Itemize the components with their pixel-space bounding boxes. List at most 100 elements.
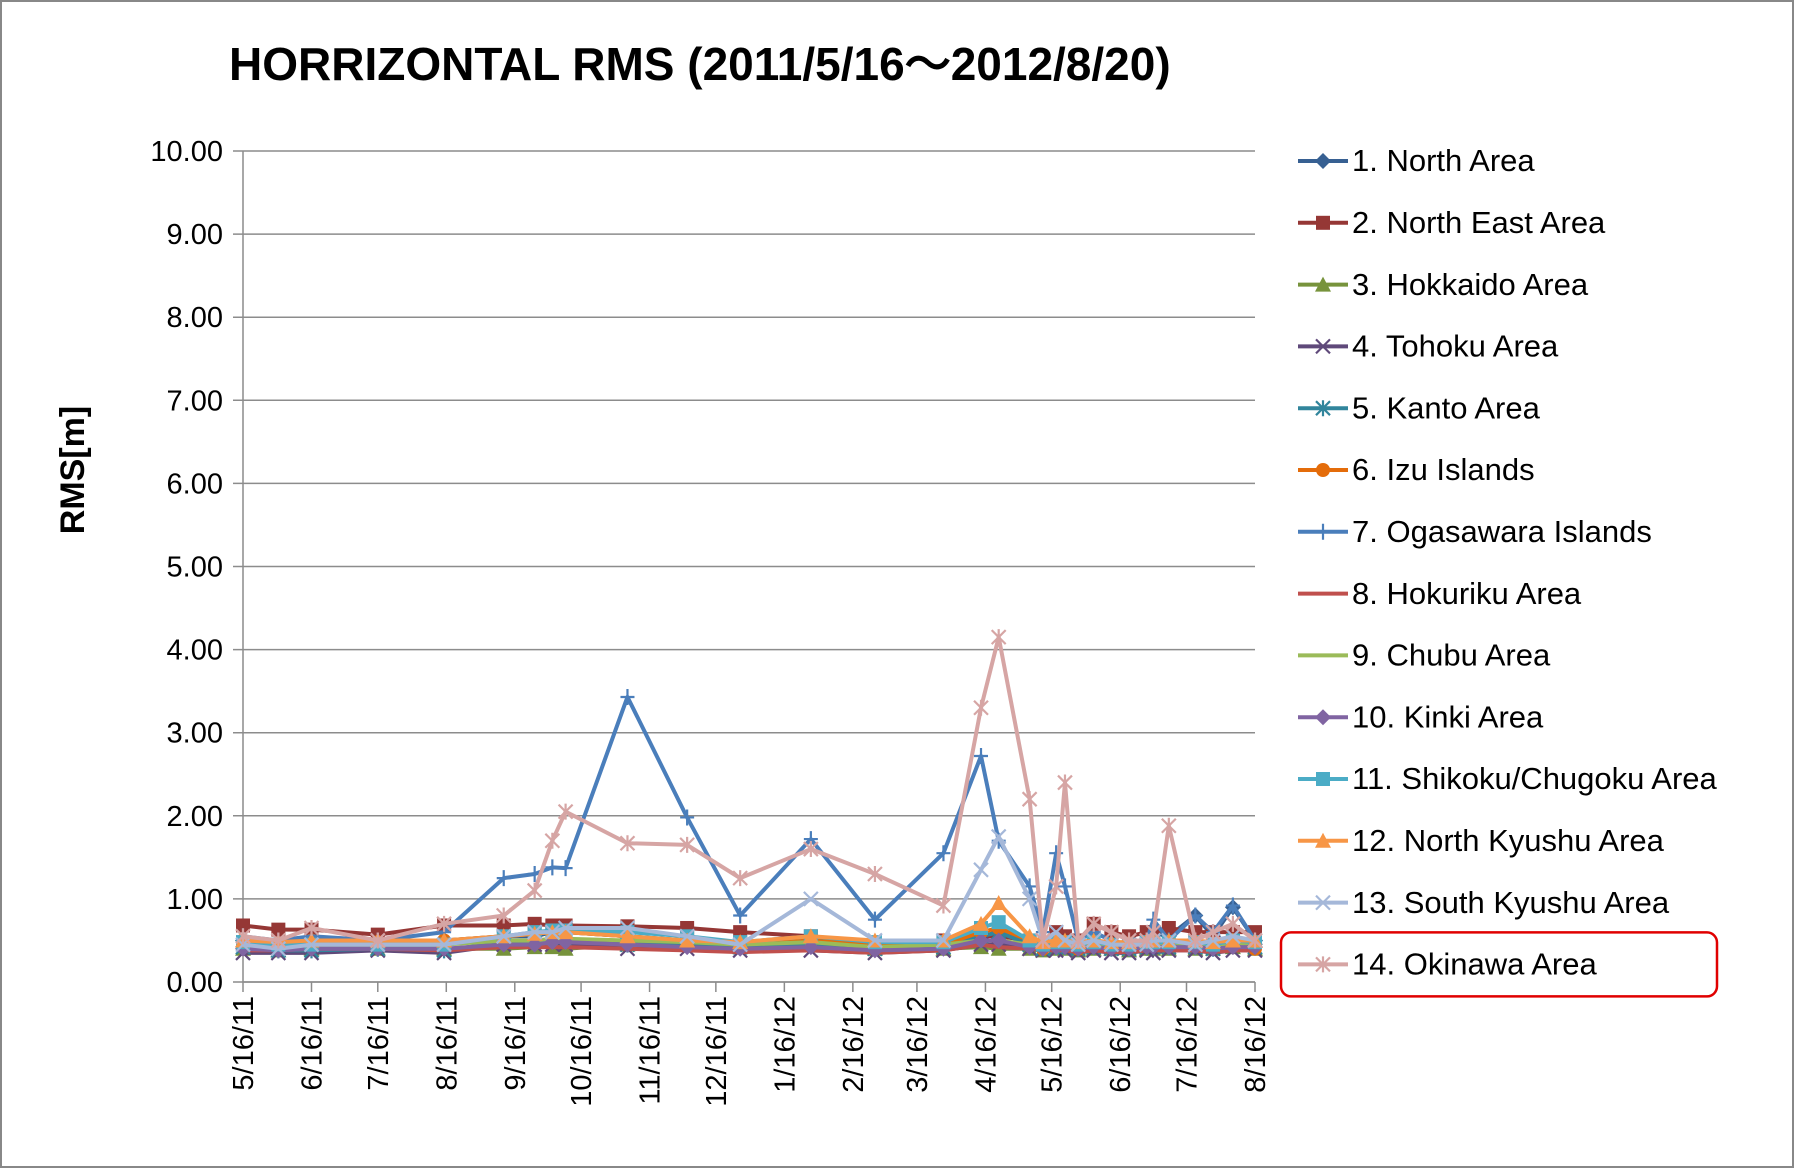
marker (436, 915, 452, 932)
marker (1225, 897, 1240, 914)
marker (1315, 709, 1331, 726)
marker (557, 920, 574, 936)
x-tick-label: 11/16/11 (635, 996, 667, 1105)
marker (1161, 932, 1177, 949)
marker (1316, 523, 1330, 540)
marker (990, 629, 1007, 646)
marker (496, 870, 511, 887)
marker (679, 836, 695, 853)
marker (1103, 936, 1120, 953)
marker (680, 809, 695, 826)
marker (679, 932, 696, 948)
marker (973, 915, 990, 931)
marker (802, 928, 819, 944)
marker (1315, 956, 1331, 973)
marker (303, 936, 320, 953)
legend-label: 6. Izu Islands (1352, 452, 1535, 487)
x-tick-label: 9/16/11 (500, 996, 532, 1091)
chart-title: HORRIZONTAL RMS (2011/5/16～2012/8/20) (229, 38, 1171, 90)
marker (1085, 915, 1102, 932)
marker (1315, 276, 1331, 292)
legend-label: 9. Chubu Area (1352, 638, 1551, 673)
marker (867, 932, 883, 949)
x-tick-label: 1/16/12 (769, 996, 801, 1093)
marker (1021, 891, 1038, 907)
marker (557, 924, 574, 940)
marker (619, 928, 636, 944)
x-tick-label: 8/16/12 (1240, 996, 1272, 1093)
y-tick-label: 8.00 (167, 302, 223, 334)
marker (544, 832, 561, 849)
marker (935, 932, 952, 949)
marker (990, 828, 1007, 845)
marker (1057, 774, 1073, 791)
marker (1187, 932, 1204, 949)
y-tick-label: 9.00 (167, 219, 223, 251)
x-tick-label: 2/16/12 (838, 996, 870, 1093)
marker (495, 907, 512, 924)
marker (1316, 463, 1330, 477)
x-tick-label: 5/16/11 (228, 996, 260, 1091)
marker (271, 922, 286, 937)
marker (732, 870, 748, 887)
marker (526, 924, 543, 940)
y-tick-label: 6.00 (167, 468, 223, 500)
marker (974, 747, 989, 764)
marker (973, 862, 989, 878)
marker (867, 865, 883, 882)
marker (1225, 928, 1241, 945)
y-tick-label: 10.00 (150, 136, 223, 168)
marker (526, 882, 543, 899)
marker (990, 895, 1007, 911)
marker (803, 891, 819, 907)
y-axis-label: RMS[m] (54, 406, 92, 534)
marker (270, 932, 287, 949)
marker (1070, 932, 1087, 949)
y-tick-label: 1.00 (167, 884, 223, 916)
marker (936, 845, 951, 862)
marker (619, 920, 636, 936)
marker (1035, 932, 1051, 949)
marker (1205, 924, 1221, 941)
legend-label: 1. North Area (1352, 143, 1535, 178)
marker (558, 860, 573, 877)
marker (236, 918, 250, 933)
legend-label: 5. Kanto Area (1352, 390, 1541, 425)
marker (1048, 878, 1064, 895)
series (235, 828, 1263, 957)
marker (803, 841, 819, 858)
marker (1138, 932, 1155, 949)
legend-label: 8. Hokuriku Area (1352, 576, 1582, 611)
marker (679, 928, 695, 945)
y-tick-label: 0.00 (167, 967, 223, 999)
marker (1161, 817, 1177, 834)
marker (370, 932, 386, 949)
y-tick-label: 5.00 (167, 552, 223, 584)
marker (303, 919, 320, 936)
marker (733, 907, 748, 924)
marker (1085, 932, 1102, 949)
marker (1224, 932, 1241, 948)
marker (620, 688, 635, 705)
marker (1021, 928, 1038, 944)
x-tick-label: 3/16/12 (902, 996, 934, 1093)
x-tick-label: 6/16/11 (296, 996, 328, 1091)
legend-label: 14. Okinawa Area (1352, 947, 1597, 982)
x-tick-label: 6/16/12 (1105, 996, 1137, 1093)
marker (732, 936, 748, 953)
marker (1315, 400, 1331, 417)
marker (1103, 924, 1120, 941)
marker (1315, 338, 1331, 355)
marker (495, 928, 512, 945)
marker (1161, 920, 1176, 935)
legend-label: 3. Hokkaido Area (1352, 267, 1589, 302)
legend-label: 11. Shikoku/Chugoku Area (1352, 761, 1718, 796)
y-tick-label: 2.00 (167, 801, 223, 833)
marker (545, 859, 560, 876)
marker (496, 918, 511, 933)
marker (619, 835, 636, 852)
x-tick-label: 12/16/11 (701, 996, 733, 1107)
